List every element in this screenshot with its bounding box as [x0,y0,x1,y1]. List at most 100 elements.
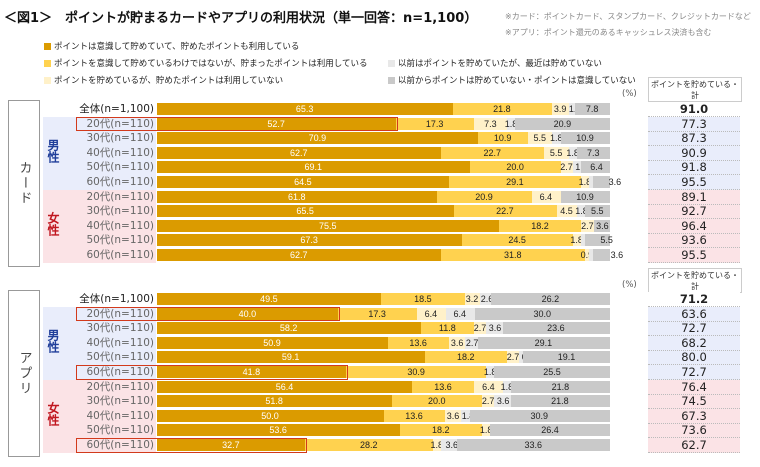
bar-segment [478,132,528,145]
bar-value-label: 21.8 [551,396,569,407]
bar-value-label: 51.8 [265,396,283,407]
bar-value-label: 61.8 [287,191,306,202]
bar-value-label: 62.7 [290,250,308,260]
bar-segment [157,176,450,188]
total-value: 72.7 [648,321,740,337]
bar-value-label: 21.8 [551,381,570,392]
row-label: 30代(n=110) [86,205,154,218]
bar-segment [157,293,382,305]
bar-value-label: 59.1 [281,352,300,363]
bar-segment [507,117,516,130]
bar-segment [510,395,610,408]
bar-segment [585,249,590,261]
legend-item-1: ポイントは意識して貯めていて、貯めたポイントも利用している [44,40,299,52]
bar-value-label: 28.2 [360,440,378,450]
bar-segment [157,117,396,130]
bar-segment [465,336,478,349]
bar-segment [157,336,388,349]
bar-value-label: 7.3 [586,147,600,158]
bar-value-label: 6.4 [482,381,495,392]
total-value: 71.2 [648,292,740,307]
bar-value-label: 67.3 [300,235,318,246]
bar-segment [157,103,453,115]
total-bg [648,116,740,190]
bar-value-label: 18.2 [531,220,549,231]
total-value: 91.8 [648,160,740,176]
gender-label: 女性 [46,401,60,426]
total-value: 73.6 [648,423,740,439]
bar-value-label: 5.5 [549,147,563,158]
bar-segment [469,409,610,422]
bar-segment [157,146,442,159]
bar-segment [157,234,462,247]
bar-value-label: 20.0 [427,396,446,407]
bar-segment [560,132,610,145]
bar-value-label: 25.5 [543,367,561,377]
bar-value-label: 6.4 [539,191,553,202]
bar-segment [556,205,577,218]
bar-value-label: 2.7 [560,162,573,173]
bar-segment [474,380,504,393]
row-label: 30代(n=110) [86,322,154,335]
bar-value-label: 30.0 [533,308,552,319]
bar-value-label: 1.8 [570,235,583,246]
row-label: 60代(n=110) [86,366,154,378]
bar-value-label: 21.8 [493,104,511,114]
row-label: 50代(n=110) [86,351,154,364]
row-label: 20代(n=110) [86,380,154,393]
total-value: 95.5 [648,175,740,190]
bar-value-label: 18.2 [432,425,450,436]
bar-value-label: 69.1 [304,162,323,173]
bar-segment [494,395,511,408]
bar-value-label: 18.5 [414,294,432,304]
row-label: 20代(n=110) [86,190,154,203]
bar-segment [593,249,610,261]
bar-segment [503,380,512,393]
bar-segment [157,380,413,393]
bar-value-label: 2.7 [473,323,487,334]
total-value: 90.9 [648,146,740,161]
row-label: 40代(n=110) [86,409,154,422]
legend-swatch [388,59,395,67]
bar-segment [441,146,544,159]
row-label: 50代(n=110) [86,161,154,174]
bar-segment [477,336,610,349]
bar-value-label: 1.8 [578,177,592,187]
bar-value-label: 11.8 [438,323,456,334]
bar-value-label: 65.5 [296,206,314,217]
bar-segment [486,366,495,378]
bar-value-label: 22.7 [496,206,514,217]
legend-label: ポイントを意識して貯めているわけではないが、貯まったポイントは利用している [54,59,368,69]
bar-value-label: 26.4 [541,425,559,436]
bar-segment [157,366,347,378]
bar-segment [576,146,610,159]
row-label: 30代(n=110) [86,395,154,408]
total-value: 89.1 [648,190,740,205]
gender-label: 男性 [46,138,60,163]
bar-segment [449,176,581,188]
bar-value-label: 10.9 [493,133,512,144]
row-label: 40代(n=110) [86,336,154,349]
note-card: ※カード：ポイントカード、スタンプカード、クレジットカードなど [505,12,751,21]
bar-segment [551,103,570,115]
bar-value-label: 1.8 [504,118,518,129]
section-label-0: カード [8,100,40,267]
note-app: ※アプリ：ポイント還元のあるキャッシュレス決済も含む [505,28,712,37]
bar-segment [381,293,466,305]
bar-value-label: 50.9 [263,337,281,348]
bar-value-label: 5.5 [591,206,604,217]
legend-label: ポイントは意識して貯めていて、貯めたポイントも利用している [54,42,300,52]
bar-value-label: 1.8 [550,133,563,144]
bar-segment [432,439,442,451]
bar-value-label: 17.3 [368,308,386,319]
bar-segment [581,234,586,247]
bar-value-label: 3.6 [608,177,622,187]
bar-segment [589,249,594,261]
bar-value-label: 1.8 [430,440,443,450]
bar-value-label: 1.8 [500,381,514,392]
bar-segment [157,205,454,218]
bar-value-label: 1.8 [479,425,493,436]
bar-value-label: 3.6 [446,410,460,421]
bar-value-label: 56.4 [275,381,294,392]
bar-value-label: 20.9 [475,191,493,202]
